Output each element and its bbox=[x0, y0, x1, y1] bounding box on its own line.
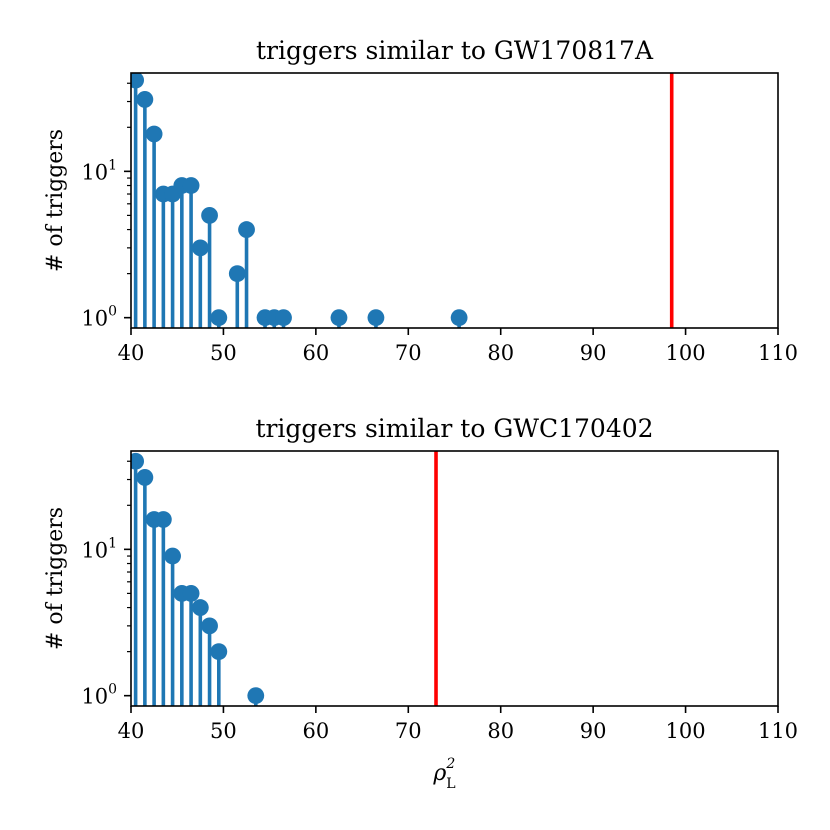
stem-marker bbox=[210, 643, 228, 661]
x-tick-label: 90 bbox=[580, 719, 607, 743]
stem-marker bbox=[238, 221, 255, 238]
stem-marker bbox=[182, 177, 200, 194]
x-tick-label: 80 bbox=[487, 341, 514, 365]
x-tick-label: 80 bbox=[487, 719, 514, 743]
x-tick-label: 50 bbox=[210, 719, 237, 743]
data-series bbox=[131, 451, 438, 706]
x-tick-label: 60 bbox=[302, 341, 329, 365]
stem-marker bbox=[247, 687, 265, 705]
x-tick-label: 90 bbox=[580, 341, 607, 365]
x-tick-label: 100 bbox=[666, 341, 706, 365]
y-tick-label: 101 bbox=[81, 157, 117, 184]
y-axis-label: # of triggers bbox=[43, 129, 68, 272]
y-tick-label: 100 bbox=[81, 304, 117, 331]
axes-frame bbox=[130, 450, 779, 707]
stem-marker bbox=[136, 469, 154, 486]
stem-marker bbox=[210, 309, 228, 327]
stem-marker bbox=[154, 511, 172, 528]
chart-title: triggers similar to GW170817A bbox=[256, 36, 654, 65]
x-tick-label: 50 bbox=[210, 341, 237, 365]
x-tick-label: 40 bbox=[118, 719, 145, 743]
x-axis-label: ρ2 L bbox=[432, 756, 455, 792]
stem-marker bbox=[182, 584, 200, 602]
stem-marker bbox=[145, 125, 163, 143]
y-tick-label: 101 bbox=[81, 535, 117, 562]
y-axis-label: # of triggers bbox=[43, 507, 68, 650]
x-tick-label: 110 bbox=[758, 341, 798, 365]
x-tick-label: 60 bbox=[302, 719, 329, 743]
stem-marker bbox=[450, 309, 468, 327]
y-tick-label: 100 bbox=[81, 682, 117, 709]
stem-marker bbox=[275, 309, 292, 327]
stem-marker bbox=[201, 206, 218, 224]
chart-panel-2: triggers similar to GWC170402 40 50 60 70 80 9… bbox=[43, 414, 798, 792]
stem-marker bbox=[228, 265, 246, 283]
stem-marker bbox=[191, 599, 209, 616]
x-tick-label: 40 bbox=[118, 341, 145, 365]
x-tick-label: 70 bbox=[395, 341, 422, 365]
x-tick-label: 110 bbox=[758, 719, 798, 743]
stem-marker bbox=[201, 617, 218, 635]
stem-marker bbox=[164, 547, 181, 565]
stem-marker bbox=[136, 91, 154, 108]
stem-marker bbox=[131, 73, 145, 89]
chart-title: triggers similar to GWC170402 bbox=[255, 414, 653, 443]
stem-marker bbox=[191, 239, 209, 257]
x-tick-label: 70 bbox=[395, 719, 422, 743]
x-tick-label: 100 bbox=[666, 719, 706, 743]
stem-marker bbox=[131, 452, 145, 470]
stem-marker bbox=[367, 309, 385, 327]
stem-marker bbox=[330, 309, 348, 327]
chart-panel-1: triggers similar to GW170817A 40 50 60 70 80 9… bbox=[43, 36, 798, 365]
axes-frame bbox=[130, 72, 779, 329]
data-series bbox=[131, 73, 674, 328]
